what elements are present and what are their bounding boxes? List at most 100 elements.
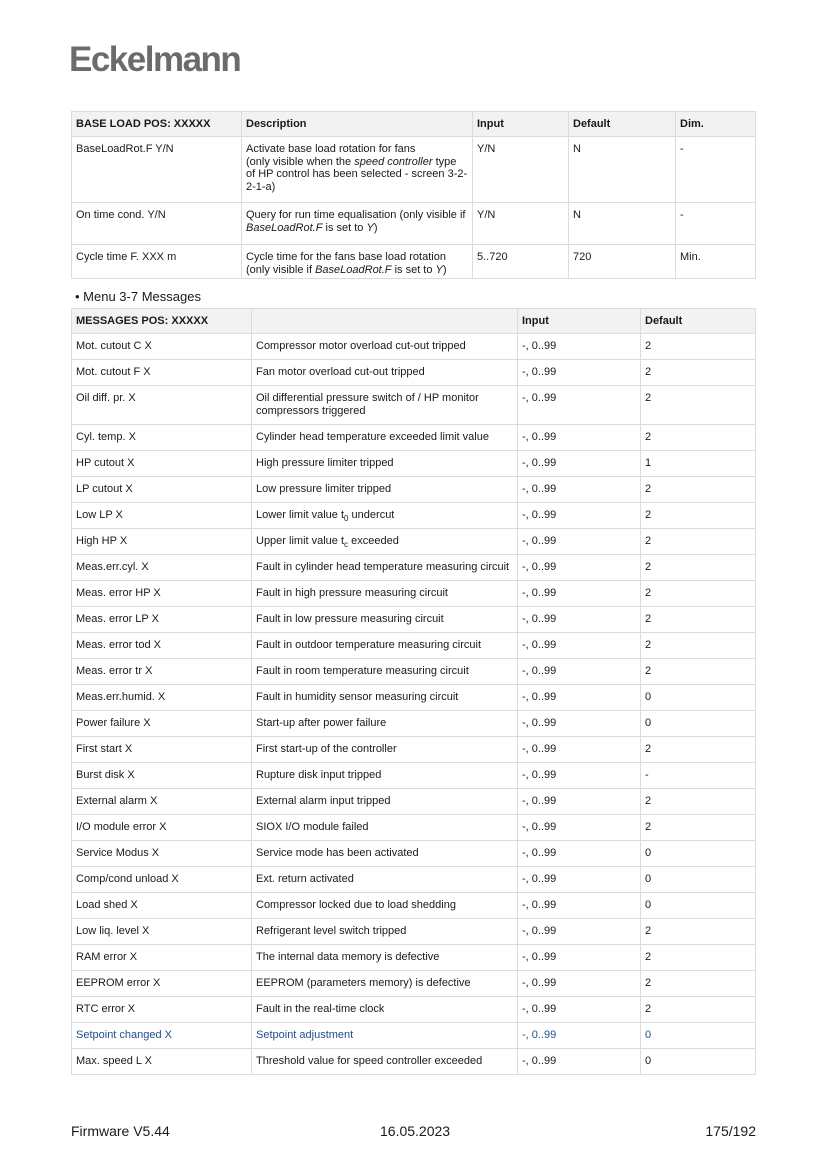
table-cell: -, 0..99 — [517, 1048, 641, 1075]
table-cell: Setpoint adjustment — [251, 1022, 518, 1049]
cell-text: -, 0..99 — [522, 639, 557, 651]
table-cell: 2 — [640, 424, 756, 451]
cell-text: - — [680, 143, 684, 155]
cell-text: The internal data memory is defective — [256, 951, 440, 963]
table-cell: 5..720 — [472, 244, 569, 279]
cell-text: Meas. error tr X — [76, 665, 153, 677]
table-cell: 1 — [640, 450, 756, 477]
cell-text: Query for run time equalisation (only vi… — [246, 209, 466, 221]
cell-text: Y — [435, 263, 443, 276]
cell-text: -, 0..99 — [522, 691, 557, 703]
footer-page-number: 175/192 — [705, 1123, 756, 1139]
table-cell: -, 0..99 — [517, 528, 641, 555]
column-header: Default — [568, 111, 676, 137]
cell-text: 2 — [645, 483, 652, 495]
table-cell: High HP X — [71, 528, 252, 555]
cell-text: -, 0..99 — [522, 457, 557, 469]
cell-text: Load shed X — [76, 899, 138, 911]
table-cell: 2 — [640, 658, 756, 685]
cell-text: Max. speed L X — [76, 1055, 153, 1067]
table-cell: -, 0..99 — [517, 359, 641, 386]
table-cell: Fault in humidity sensor measuring circu… — [251, 684, 518, 711]
cell-text: Fault in cylinder head temperature measu… — [256, 561, 510, 573]
cell-text: Y — [366, 221, 374, 234]
table-row: First start X First start-up of the contr… — [71, 736, 756, 763]
cell-text: -, 0..99 — [522, 873, 557, 885]
table-cell: N — [568, 136, 676, 203]
cell-text: Refrigerant level switch tripped — [256, 925, 407, 937]
cell-text: Fault in outdoor temperature measuring c… — [256, 639, 481, 651]
table-cell: Y/N — [472, 136, 569, 203]
cell-text: Rupture disk input tripped — [256, 769, 382, 781]
cell-text: 1 — [645, 457, 652, 469]
cell-text: External alarm input tripped — [256, 795, 391, 807]
cell-text: RAM error X — [76, 951, 138, 963]
cell-text: SIOX I/O module failed — [256, 821, 369, 833]
eckelmann-logo: Eckelmann — [69, 40, 242, 79]
cell-text: Burst disk X — [76, 769, 135, 781]
cell-text: - — [645, 769, 649, 781]
table-row: Setpoint changed X Setpoint adjustment -, … — [71, 1022, 756, 1049]
cell-text: Fan motor overload cut-out tripped — [256, 366, 425, 378]
cell-text: Compressor locked due to load shedding — [256, 899, 456, 911]
table-cell: -, 0..99 — [517, 606, 641, 633]
cell-text: 0 — [645, 873, 652, 885]
table-cell: 2 — [640, 528, 756, 555]
table-cell: Load shed X — [71, 892, 252, 919]
cell-text: -, 0..99 — [522, 821, 557, 833]
table-cell: 2 — [640, 580, 756, 607]
table-row: Meas.err.humid. X Fault in humidity senso… — [71, 684, 756, 711]
cell-text: 2 — [645, 340, 652, 352]
table-cell: Cycle time F. XXX m — [71, 244, 242, 279]
table-cell: 0 — [640, 710, 756, 737]
cell-text: Oil differential pressure switch of / HP… — [256, 392, 479, 417]
table-cell: Service mode has been activated — [251, 840, 518, 867]
table-cell: - — [675, 202, 756, 245]
cell-text: LP cutout X — [76, 483, 133, 495]
table-cell: -, 0..99 — [517, 554, 641, 581]
table-cell: Compressor locked due to load shedding — [251, 892, 518, 919]
table-cell: Cycle time for the fans base load rotati… — [241, 244, 473, 279]
table-cell: -, 0..99 — [517, 892, 641, 919]
table-row: Power failure X Start-up after power fail… — [71, 710, 756, 737]
cell-text: ) — [373, 221, 378, 234]
cell-text: 2 — [645, 431, 652, 443]
table-row: Meas. error tod X Fault in outdoor temper… — [71, 632, 756, 659]
cell-text: 0 — [645, 1055, 652, 1067]
cell-text: N — [573, 209, 581, 221]
column-header: Input — [472, 111, 569, 137]
table-cell: Power failure X — [71, 710, 252, 737]
table-cell: N — [568, 202, 676, 245]
table-cell: Min. — [675, 244, 756, 279]
table-cell: 2 — [640, 476, 756, 503]
table-row: HP cutout X High pressure limiter tripped… — [71, 450, 756, 477]
table-cell: Lower limit value t0 undercut — [251, 502, 518, 529]
table-cell: Oil diff. pr. X — [71, 385, 252, 425]
base-load-table: BASE LOAD POS: XXXXX Description Input Defa… — [71, 111, 756, 279]
cell-text: Low liq. level X — [76, 925, 150, 937]
table-row: Meas. error LP X Fault in low pressure me… — [71, 606, 756, 633]
cell-text: is set to — [391, 263, 436, 276]
cell-text: Lower limit value t — [256, 509, 345, 521]
cell-text: -, 0..99 — [522, 366, 557, 378]
table-cell: Compressor motor overload cut-out trippe… — [251, 333, 518, 360]
cell-text: 2 — [645, 795, 652, 807]
column-header — [251, 308, 518, 334]
table-row: Oil diff. pr. X Oil differential pressure… — [71, 385, 756, 425]
footer-firmware: Firmware V5.44 — [71, 1123, 170, 1139]
cell-text: 2 — [645, 639, 652, 651]
table-row: Low liq. level X Refrigerant level switch… — [71, 918, 756, 945]
table-cell: 0 — [640, 1022, 756, 1049]
table-cell: Service Modus X — [71, 840, 252, 867]
table-cell: Cyl. temp. X — [71, 424, 252, 451]
cell-text: undercut — [348, 509, 395, 521]
cell-text: Threshold value for speed controller exc… — [256, 1055, 483, 1067]
cell-text: Oil diff. pr. X — [76, 392, 136, 404]
table-cell: Meas. error HP X — [71, 580, 252, 607]
cell-text: Y/N — [477, 143, 496, 155]
table-cell: 0 — [640, 892, 756, 919]
cell-text: speed controller — [354, 155, 433, 168]
cell-text: 0 — [645, 717, 652, 729]
table-cell: Query for run time equalisation (only vi… — [241, 202, 473, 245]
table-cell: 2 — [640, 736, 756, 763]
